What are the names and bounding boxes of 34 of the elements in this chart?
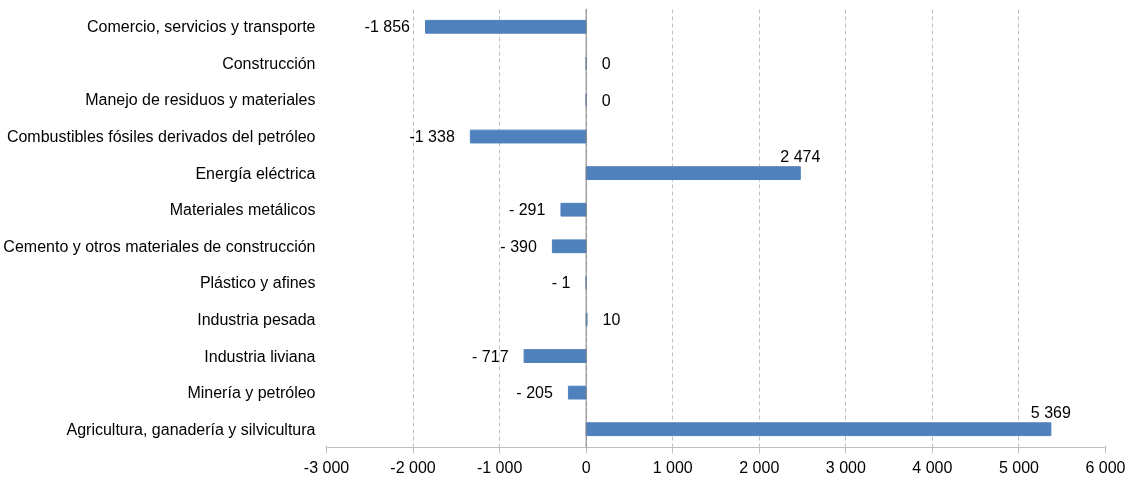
data-label: -1 856 (364, 18, 411, 36)
data-label: -1 338 (409, 128, 455, 146)
y-tick-label: Manejo de residuos y materiales (85, 91, 316, 109)
x-tick-label: 4 000 (912, 458, 953, 476)
data-label: 10 (602, 311, 621, 329)
y-tick-label: Construcción (222, 54, 316, 72)
y-tick-label: Minería y petróleo (187, 384, 316, 402)
y-tick-label: Agricultura, ganadería y silvicultura (66, 420, 316, 438)
data-label: 5 369 (1030, 404, 1071, 422)
y-tick-label: Plástico y afines (199, 274, 316, 292)
data-label: - 717 (472, 347, 509, 365)
data-label: - 291 (508, 201, 546, 219)
data-label: 0 (601, 55, 611, 73)
x-tick-label: 2 000 (739, 458, 780, 476)
x-tick-label: -3 000 (303, 458, 350, 476)
data-label: - 1 (551, 274, 571, 292)
data-label: 0 (601, 91, 611, 109)
y-tick-label: Cemento y otros materiales de construcción (3, 237, 316, 255)
x-tick-label: 0 (581, 458, 591, 476)
y-tick-label: Materiales metálicos (169, 201, 316, 219)
x-tick-label: 1 000 (652, 458, 693, 476)
y-tick-label: Industria pesada (197, 310, 316, 328)
x-tick-label: -1 000 (476, 458, 523, 476)
x-tick-label: -2 000 (390, 458, 436, 476)
x-tick-label: 5 000 (998, 458, 1040, 476)
data-label: - 390 (500, 237, 537, 255)
data-label: - 205 (516, 384, 553, 402)
y-tick-label: Combustibles fósiles derivados del petróleo (6, 128, 316, 146)
y-tick-label: Energía eléctrica (195, 164, 316, 182)
data-label: 2 474 (780, 148, 821, 166)
x-tick-label: 6 000 (1085, 458, 1126, 476)
y-tick-label: Industria liviana (204, 347, 316, 365)
x-tick-label: 3 000 (825, 458, 866, 476)
y-tick-label: Comercio, servicios y transporte (86, 18, 316, 36)
